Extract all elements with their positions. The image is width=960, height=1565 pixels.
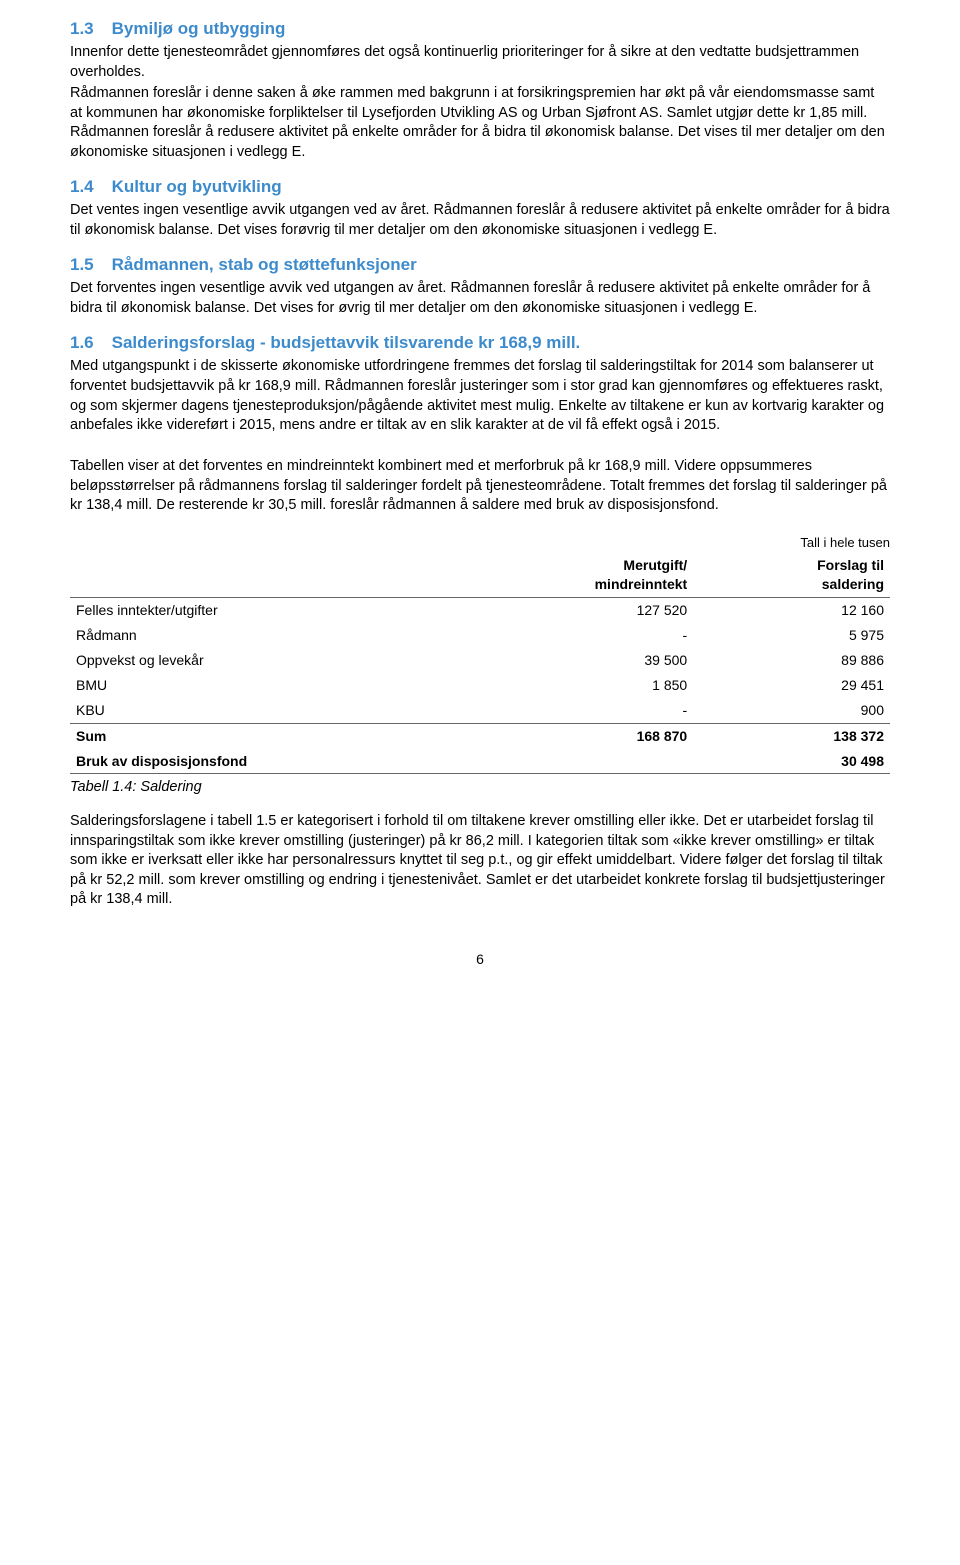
heading-num: 1.3 (70, 19, 94, 38)
cell-label: Bruk av disposisjonsfond (70, 749, 496, 774)
cell-value: 168 870 (496, 723, 693, 748)
section-1-6: 1.6 Salderingsforslag - budsjettavvik til… (70, 332, 890, 515)
section-1-5: 1.5 Rådmannen, stab og støttefunksjoner D… (70, 254, 890, 318)
table-row-sum: Sum 168 870 138 372 (70, 723, 890, 748)
saldering-table: Merutgift/ mindreinntekt Forslag til sal… (70, 553, 890, 774)
col-header-line2: mindreinntekt (595, 576, 688, 592)
heading-num: 1.4 (70, 177, 94, 196)
col-header-line2: saldering (822, 576, 884, 592)
col-header-forslag: Forslag til saldering (693, 553, 890, 597)
para: Det forventes ingen vesentlige avvik ved… (70, 279, 890, 318)
col-header-line1: Merutgift/ (623, 557, 687, 573)
table-row: Felles inntekter/utgifter 127 520 12 160 (70, 598, 890, 623)
table-row: KBU - 900 (70, 698, 890, 723)
para: Tabellen viser at det forventes en mindr… (70, 457, 890, 516)
heading-title: Salderingsforslag - budsjettavvik tilsva… (112, 333, 581, 352)
cell-value: 138 372 (693, 723, 890, 748)
section-1-4: 1.4 Kultur og byutvikling Det ventes inge… (70, 176, 890, 240)
cell-value: 1 850 (496, 673, 693, 698)
col-header-empty (70, 553, 496, 597)
heading-title: Rådmannen, stab og støttefunksjoner (112, 255, 417, 274)
cell-value: 127 520 (496, 598, 693, 623)
col-header-line1: Forslag til (817, 557, 884, 573)
cell-value: 30 498 (693, 749, 890, 774)
table-header-row: Merutgift/ mindreinntekt Forslag til sal… (70, 553, 890, 597)
heading-title: Kultur og byutvikling (112, 177, 282, 196)
table-row: Oppvekst og levekår 39 500 89 886 (70, 648, 890, 673)
cell-value: 5 975 (693, 623, 890, 648)
footer-para: Salderingsforslagene i tabell 1.5 er kat… (70, 812, 890, 910)
cell-value: 900 (693, 698, 890, 723)
heading-num: 1.5 (70, 255, 94, 274)
cell-value: - (496, 623, 693, 648)
heading-num: 1.6 (70, 333, 94, 352)
cell-label: KBU (70, 698, 496, 723)
heading-1-6: 1.6 Salderingsforslag - budsjettavvik til… (70, 332, 890, 355)
heading-title: Bymiljø og utbygging (112, 19, 286, 38)
cell-label: BMU (70, 673, 496, 698)
cell-value: 89 886 (693, 648, 890, 673)
cell-value: 12 160 (693, 598, 890, 623)
col-header-merutgift: Merutgift/ mindreinntekt (496, 553, 693, 597)
heading-1-3: 1.3 Bymiljø og utbygging (70, 18, 890, 41)
cell-value: 29 451 (693, 673, 890, 698)
para: Med utgangspunkt i de skisserte økonomis… (70, 357, 890, 435)
heading-1-4: 1.4 Kultur og byutvikling (70, 176, 890, 199)
cell-label: Felles inntekter/utgifter (70, 598, 496, 623)
cell-value: 39 500 (496, 648, 693, 673)
table-row: Rådmann - 5 975 (70, 623, 890, 648)
cell-label: Rådmann (70, 623, 496, 648)
para: Rådmannen foreslår i denne saken å øke r… (70, 84, 890, 162)
section-1-3: 1.3 Bymiljø og utbygging Innenfor dette t… (70, 18, 890, 162)
table-row-fond: Bruk av disposisjonsfond 30 498 (70, 749, 890, 774)
cell-value: - (496, 698, 693, 723)
cell-label: Oppvekst og levekår (70, 648, 496, 673)
page-number: 6 (70, 950, 890, 969)
cell-value (496, 749, 693, 774)
table-caption: Tall i hele tusen (70, 534, 890, 552)
para: Innenfor dette tjenesteområdet gjennomfø… (70, 43, 890, 82)
table-label: Tabell 1.4: Saldering (70, 778, 890, 798)
para: Det ventes ingen vesentlige avvik utgang… (70, 201, 890, 240)
heading-1-5: 1.5 Rådmannen, stab og støttefunksjoner (70, 254, 890, 277)
cell-label: Sum (70, 723, 496, 748)
table-row: BMU 1 850 29 451 (70, 673, 890, 698)
